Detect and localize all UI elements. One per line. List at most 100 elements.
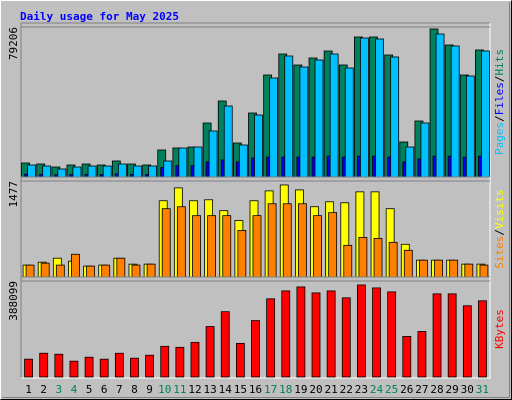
bar bbox=[313, 215, 322, 278]
x-tick-label: 8 bbox=[131, 383, 138, 396]
bar bbox=[193, 146, 203, 178]
bar bbox=[160, 345, 170, 378]
bar bbox=[87, 165, 97, 178]
bar bbox=[57, 168, 67, 178]
bar bbox=[190, 341, 200, 378]
bar bbox=[40, 262, 50, 278]
x-tick-label: 22 bbox=[340, 383, 353, 396]
x-tick-label: 30 bbox=[461, 383, 474, 396]
bar bbox=[341, 297, 351, 378]
bar bbox=[146, 263, 156, 278]
legend-separator: / bbox=[493, 229, 506, 236]
bar bbox=[178, 147, 188, 178]
bar bbox=[358, 237, 368, 278]
bar bbox=[223, 105, 233, 178]
bar bbox=[328, 212, 338, 278]
bar bbox=[296, 286, 306, 378]
bar bbox=[117, 163, 127, 178]
bar bbox=[375, 38, 384, 178]
bar bbox=[101, 264, 111, 278]
bar bbox=[192, 215, 201, 278]
x-tick-label: 26 bbox=[400, 383, 413, 396]
legend-separator: / bbox=[493, 115, 506, 122]
bar bbox=[405, 146, 415, 178]
bar bbox=[55, 264, 65, 278]
bar bbox=[479, 264, 489, 278]
bar bbox=[311, 292, 321, 378]
bar bbox=[252, 215, 262, 278]
bar bbox=[69, 360, 79, 378]
bar bbox=[205, 326, 215, 378]
x-tick-label: 17 bbox=[264, 383, 277, 396]
bar bbox=[403, 249, 413, 278]
x-tick-label: 12 bbox=[188, 383, 201, 396]
bar bbox=[39, 352, 49, 378]
legend-separator: / bbox=[493, 76, 506, 83]
bar bbox=[176, 206, 186, 278]
bar bbox=[434, 259, 443, 278]
legend-entry: Sites bbox=[493, 236, 506, 269]
x-tick-label: 10 bbox=[158, 383, 171, 396]
x-tick-label: 19 bbox=[294, 383, 307, 396]
x-tick-label: 18 bbox=[279, 383, 292, 396]
bar bbox=[207, 215, 217, 278]
bar bbox=[360, 37, 369, 178]
bar bbox=[25, 264, 35, 278]
x-tick-label: 21 bbox=[325, 383, 338, 396]
bar bbox=[450, 45, 460, 178]
bar bbox=[299, 66, 309, 178]
bar bbox=[71, 253, 80, 278]
y-tick-label: 79206 bbox=[7, 27, 20, 60]
x-tick-label: 1 bbox=[25, 383, 32, 396]
bar bbox=[116, 257, 126, 278]
bar bbox=[420, 122, 430, 178]
legend: Pages/Files/Hits bbox=[493, 49, 506, 155]
bar bbox=[314, 59, 324, 178]
legend: Sites/Visits bbox=[493, 189, 506, 269]
bar bbox=[99, 358, 109, 378]
bar bbox=[481, 50, 490, 178]
x-tick-label: 9 bbox=[146, 383, 153, 396]
x-tick-label: 11 bbox=[173, 383, 186, 396]
panel-edge bbox=[20, 176, 490, 278]
x-tick-label: 24 bbox=[370, 383, 384, 396]
bar bbox=[281, 290, 291, 378]
bar bbox=[148, 165, 157, 178]
bar bbox=[114, 352, 124, 378]
bar bbox=[175, 346, 185, 378]
bar bbox=[72, 166, 82, 178]
bar bbox=[24, 358, 33, 378]
x-tick-label: 13 bbox=[203, 383, 216, 396]
bar bbox=[297, 203, 307, 278]
bar bbox=[344, 67, 354, 178]
bar bbox=[357, 284, 366, 378]
bar bbox=[419, 259, 428, 278]
bar bbox=[237, 230, 247, 278]
bar bbox=[86, 265, 95, 278]
bar bbox=[130, 357, 139, 378]
x-tick-label: 20 bbox=[309, 383, 322, 396]
bar bbox=[54, 353, 64, 378]
x-tick-label: 27 bbox=[415, 383, 428, 396]
x-tick-label: 31 bbox=[476, 383, 489, 396]
bar bbox=[161, 208, 171, 278]
bar bbox=[402, 336, 412, 378]
bar bbox=[417, 331, 427, 378]
bar bbox=[449, 259, 459, 278]
y-tick-label: 388099 bbox=[7, 281, 20, 321]
x-tick-label: 23 bbox=[355, 383, 368, 396]
bar bbox=[343, 244, 353, 278]
bar bbox=[284, 55, 294, 178]
bar bbox=[238, 144, 248, 178]
bar bbox=[102, 165, 112, 178]
bar bbox=[220, 311, 230, 378]
bar bbox=[208, 130, 218, 178]
x-tick-label: 6 bbox=[101, 383, 108, 396]
legend-entry: KBytes bbox=[493, 309, 506, 349]
y-tick-label: 1477 bbox=[7, 181, 20, 208]
bar bbox=[222, 215, 232, 278]
bar bbox=[251, 320, 260, 378]
bar bbox=[387, 291, 397, 378]
